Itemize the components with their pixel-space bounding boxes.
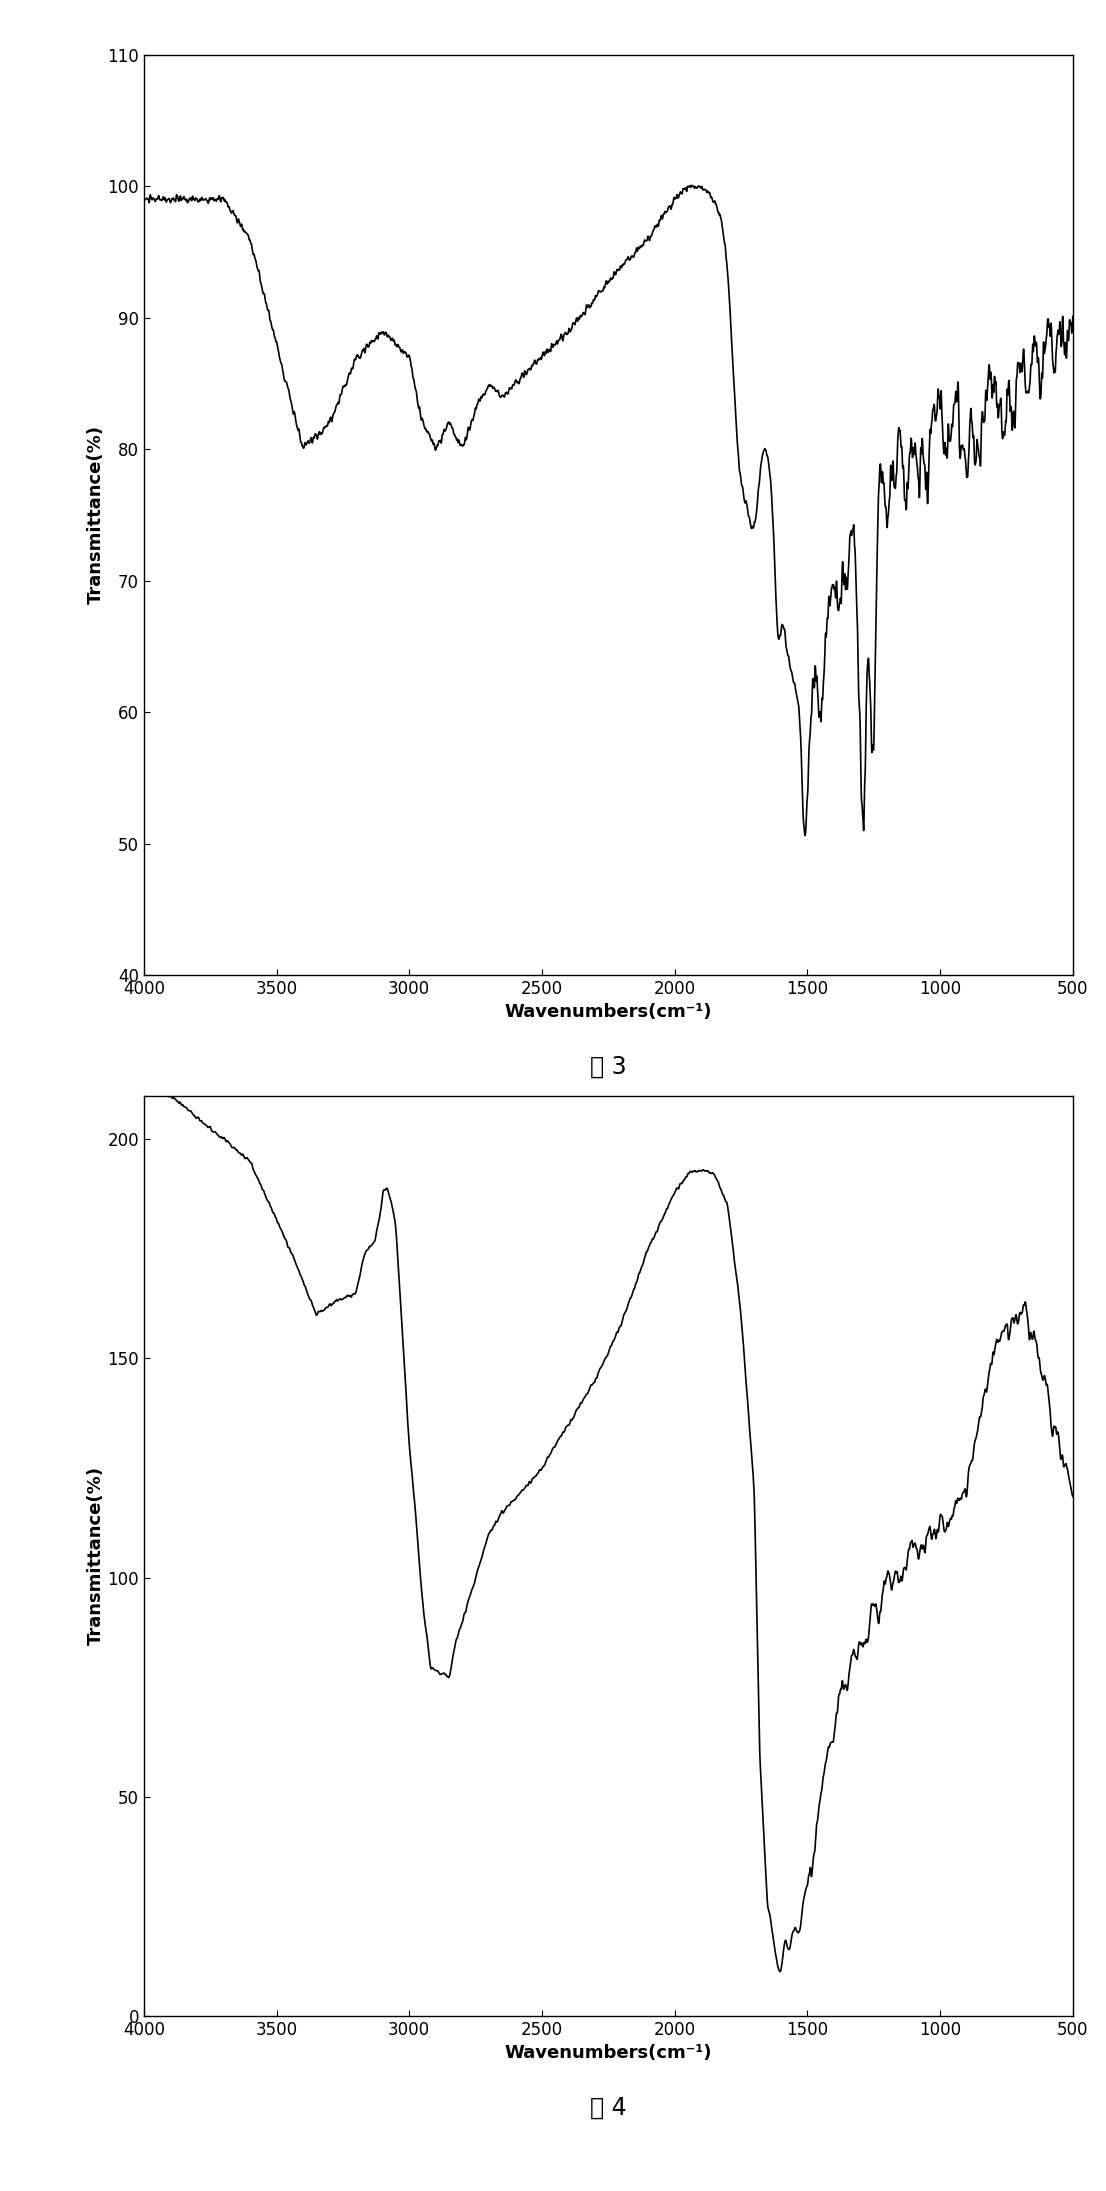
Y-axis label: Transmittance(%): Transmittance(%) <box>86 425 104 605</box>
Text: 图 4: 图 4 <box>589 2097 627 2119</box>
Text: 图 3: 图 3 <box>589 1056 627 1078</box>
Y-axis label: Transmittance(%): Transmittance(%) <box>86 1466 104 1645</box>
X-axis label: Wavenumbers(cm⁻¹): Wavenumbers(cm⁻¹) <box>504 1003 712 1021</box>
X-axis label: Wavenumbers(cm⁻¹): Wavenumbers(cm⁻¹) <box>504 2044 712 2062</box>
